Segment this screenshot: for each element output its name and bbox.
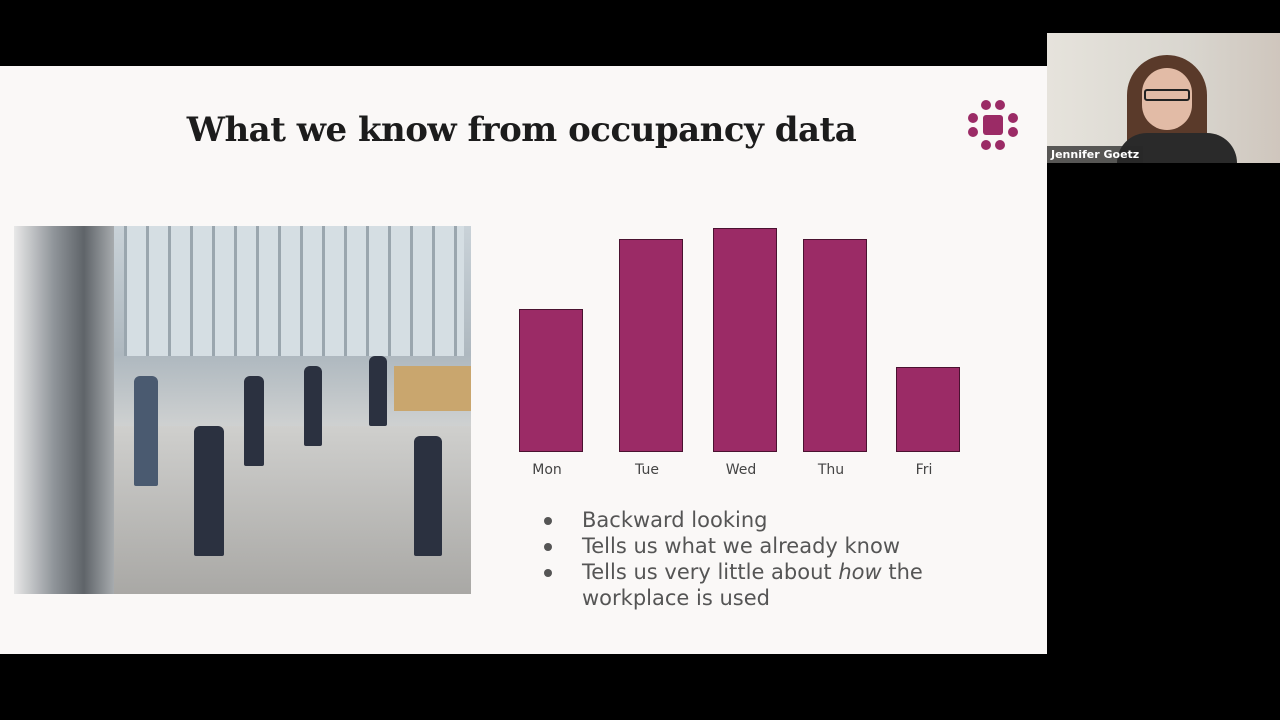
bar-fri xyxy=(896,366,960,452)
bullet-item: Tells us what we already know xyxy=(540,533,960,559)
bullet-text: the workplace is used xyxy=(582,560,923,610)
bullet-item: Tells us very little about how the workp… xyxy=(540,559,960,611)
bullet-text: Tells us what we already know xyxy=(582,534,901,558)
participant-video-tile[interactable]: Jennifer Goetz xyxy=(1047,33,1280,163)
dots-around-square-icon xyxy=(968,100,1018,150)
bar-mon xyxy=(519,308,583,452)
x-tick-label: Thu xyxy=(817,462,845,478)
slide-title: What we know from occupancy data xyxy=(186,110,857,150)
x-tick-label: Fri xyxy=(915,462,933,478)
bullet-emphasis: how xyxy=(838,560,882,584)
x-tick-label: Mon xyxy=(532,462,562,478)
occupancy-bar-chart: Mon Tue Wed Thu Fri xyxy=(0,66,1047,654)
bullet-text: Tells us very little about xyxy=(582,560,839,584)
bullet-list: Backward looking Tells us what we alread… xyxy=(540,507,960,611)
bullet-text: Backward looking xyxy=(582,508,768,532)
bar-thu xyxy=(803,239,867,452)
bullet-item: Backward looking xyxy=(540,507,960,533)
x-tick-label: Wed xyxy=(725,462,757,478)
office-lobby-photo xyxy=(14,226,471,594)
shared-slide: What we know from occupancy data Mon Tue W… xyxy=(0,66,1047,654)
bar-tue xyxy=(619,239,683,452)
x-tick-label: Tue xyxy=(635,462,659,478)
participant-name: Jennifer Goetz xyxy=(1047,146,1144,163)
bar-wed xyxy=(713,228,777,452)
